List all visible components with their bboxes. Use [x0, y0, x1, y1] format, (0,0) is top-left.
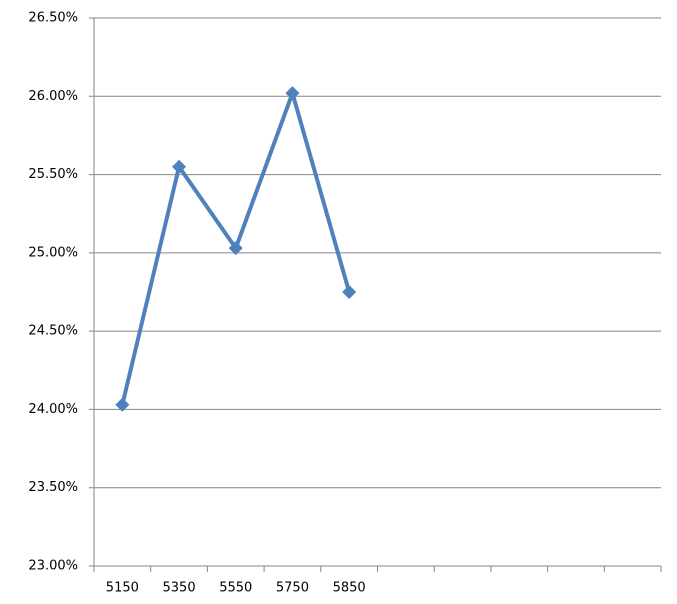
data-point — [342, 285, 357, 299]
x-tick-label: 5750 — [276, 581, 309, 596]
data-point — [115, 397, 130, 412]
y-tick-label: 23.00% — [28, 559, 78, 574]
y-tick-label: 26.00% — [28, 89, 78, 104]
y-tick-label: 25.50% — [28, 167, 78, 182]
x-tick-label: 5550 — [219, 581, 252, 596]
y-tick-label: 24.00% — [28, 402, 78, 417]
x-tick-label: 5850 — [333, 581, 366, 596]
x-tick-label: 5150 — [106, 581, 139, 596]
data-point — [228, 241, 243, 256]
y-tick-label: 25.00% — [28, 245, 78, 260]
x-tick-label: 5350 — [163, 581, 196, 596]
y-tick-label: 23.50% — [28, 480, 78, 495]
y-tick-label: 24.50% — [28, 324, 78, 339]
data-point — [285, 86, 300, 101]
y-tick-label: 26.50% — [28, 11, 78, 26]
data-point — [172, 159, 187, 174]
